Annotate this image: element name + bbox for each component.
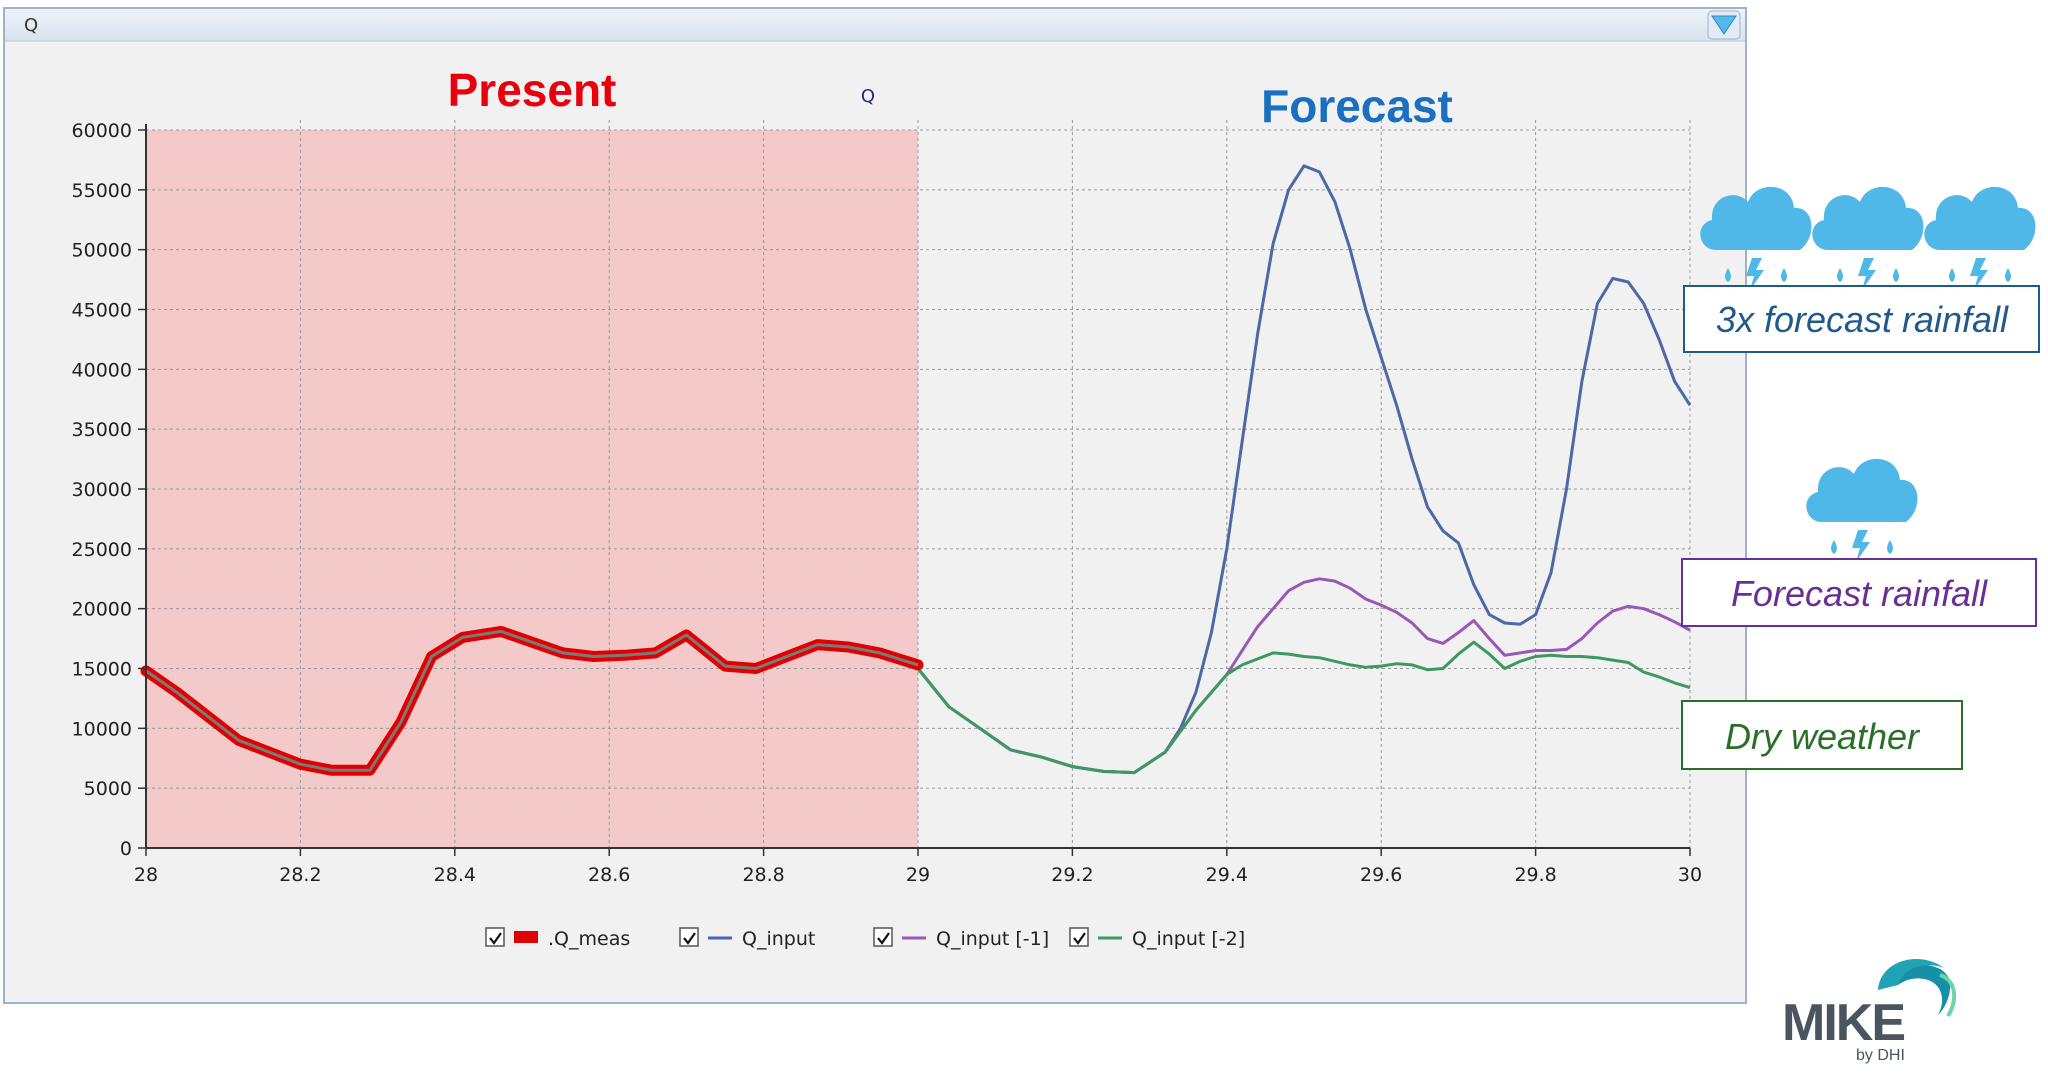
checkmark-icon bbox=[877, 932, 890, 945]
annotation-3x-forecast-rainfall: 3x forecast rainfall bbox=[1683, 285, 2040, 353]
mike-logo: MIKE by DHI bbox=[1782, 959, 1957, 1064]
y-tick-label: 30000 bbox=[72, 479, 132, 501]
mike-logo-text: MIKE bbox=[1782, 994, 1904, 1052]
grid-lines bbox=[146, 120, 1691, 848]
x-tick-label: 29.2 bbox=[1051, 864, 1093, 886]
y-tick-label: 60000 bbox=[72, 120, 132, 142]
window-titlebar bbox=[5, 9, 1745, 41]
legend-label: .Q_meas bbox=[548, 928, 630, 950]
present-label: Present bbox=[448, 64, 617, 116]
window-title: Q bbox=[24, 15, 38, 36]
y-tick-label: 50000 bbox=[72, 240, 132, 262]
mike-logo-subtext: by DHI bbox=[1856, 1047, 1905, 1064]
series-line-q-input-2 bbox=[916, 640, 1691, 775]
window-menu-dropdown-icon[interactable] bbox=[1707, 10, 1741, 40]
legend: .Q_meas Q_input Q_input [-1] Q_input [-2] bbox=[485, 927, 1245, 950]
legend-item-q-input-2[interactable]: Q_input [-2] bbox=[1069, 927, 1245, 950]
x-tick-label: 28 bbox=[134, 864, 158, 886]
legend-checkbox[interactable] bbox=[485, 927, 505, 947]
x-tick-label: 28.6 bbox=[588, 864, 630, 886]
annotation-forecast-rainfall: Forecast rainfall bbox=[1681, 558, 2037, 627]
checkmark-icon bbox=[683, 932, 696, 945]
y-tick-label: 35000 bbox=[72, 419, 132, 441]
legend-item-q-input[interactable]: Q_input bbox=[679, 927, 815, 950]
legend-checkbox[interactable] bbox=[873, 927, 893, 947]
series-line-q-meas-core bbox=[145, 629, 919, 772]
x-tick-label: 29.6 bbox=[1360, 864, 1402, 886]
x-tick-label: 29.8 bbox=[1514, 864, 1556, 886]
plot-area: 28 28.2 28.4 28.6 28.8 29 29.2 29.4 29.6 29.8 30 0 5… bbox=[72, 120, 1703, 886]
rain-cloud-icon bbox=[1812, 186, 1924, 290]
x-tick-label: 28.2 bbox=[279, 864, 321, 886]
checkmark-icon bbox=[1073, 932, 1086, 945]
x-tick-label: 28.8 bbox=[742, 864, 784, 886]
x-tick-label: 28.4 bbox=[434, 864, 476, 886]
legend-label: Q_input [-2] bbox=[1132, 928, 1245, 950]
series-layer bbox=[140, 164, 1692, 776]
x-tick-label: 29.4 bbox=[1206, 864, 1248, 886]
legend-swatch bbox=[514, 931, 538, 943]
chart-title: Q bbox=[861, 86, 875, 107]
checkmark-icon bbox=[489, 932, 502, 945]
y-tick-label: 20000 bbox=[72, 599, 132, 621]
annotation-dry-weather: Dry weather bbox=[1681, 700, 1963, 770]
axes: 28 28.2 28.4 28.6 28.8 29 29.2 29.4 29.6 29.8 30 0 5… bbox=[72, 120, 1703, 886]
y-tick-label: 45000 bbox=[72, 300, 132, 322]
y-tick-label: 25000 bbox=[72, 539, 132, 561]
y-tick-label: 10000 bbox=[72, 718, 132, 740]
legend-item-q-meas[interactable]: .Q_meas bbox=[485, 927, 630, 950]
legend-checkbox[interactable] bbox=[679, 927, 699, 947]
annotation-text: Forecast rainfall bbox=[1731, 573, 1988, 614]
x-tick-label: 29 bbox=[906, 864, 930, 886]
legend-checkbox[interactable] bbox=[1069, 927, 1089, 947]
annotation-text: 3x forecast rainfall bbox=[1716, 299, 2009, 340]
x-tick-label: 30 bbox=[1678, 864, 1702, 886]
legend-label: Q_input [-1] bbox=[936, 928, 1049, 950]
rain-cloud-icon bbox=[1806, 458, 1918, 562]
y-tick-label: 15000 bbox=[72, 659, 132, 681]
y-tick-label: 55000 bbox=[72, 180, 132, 202]
annotation-text: Dry weather bbox=[1725, 716, 1921, 757]
y-tick-label: 0 bbox=[120, 838, 132, 860]
rain-cloud-icon bbox=[1924, 186, 2036, 290]
forecast-label: Forecast bbox=[1261, 80, 1453, 132]
y-tick-label: 5000 bbox=[84, 778, 132, 800]
legend-label: Q_input bbox=[742, 928, 815, 950]
legend-item-q-input-1[interactable]: Q_input [-1] bbox=[873, 927, 1049, 950]
y-tick-label: 40000 bbox=[72, 359, 132, 381]
